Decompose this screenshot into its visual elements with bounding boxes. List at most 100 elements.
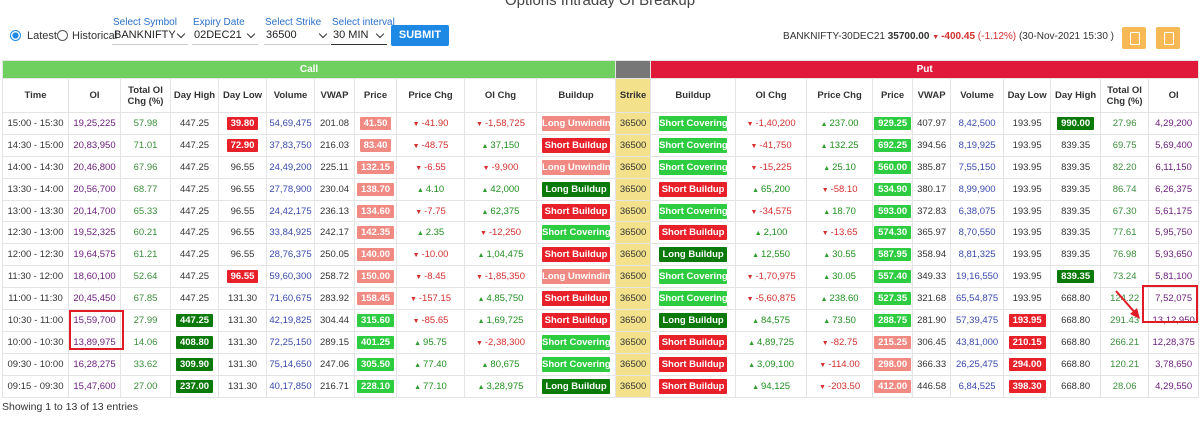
cell-text: 36500: [619, 336, 647, 348]
cell-text: 19,25,225: [73, 117, 116, 129]
badge: 447.25: [175, 313, 214, 327]
badge: Long Unwinding: [542, 115, 616, 131]
table-cell: 7,52,075: [1148, 287, 1200, 311]
table-cell: 216.71: [314, 374, 355, 398]
cell-text: 27.00: [133, 380, 158, 392]
badge: Short Covering: [542, 356, 611, 372]
table-cell: 398.30: [1003, 374, 1052, 398]
table-cell: 77.61: [1100, 221, 1150, 245]
table-cell: -1,40,200: [735, 112, 808, 135]
table-cell: -82.75: [806, 330, 874, 354]
table-cell: -10.00: [396, 243, 465, 267]
cell-text: -12,250: [480, 227, 521, 238]
radio-latest[interactable]: [10, 30, 21, 41]
table-cell: 20,14,700: [68, 199, 121, 223]
cell-text: 6,26,375: [1155, 183, 1193, 195]
cell-text: 71,60,675: [269, 293, 312, 305]
table-cell: 36500: [615, 199, 652, 223]
cell-text: -85.65: [413, 315, 449, 326]
table-cell: -5,60,875: [735, 287, 808, 311]
cell-text: 839.35: [1061, 183, 1091, 195]
table-cell: 131.30: [218, 374, 267, 398]
cell-text: 26,25,475: [955, 358, 999, 370]
badge: 412.00: [874, 379, 912, 393]
cell-text: 5,95,750: [1155, 227, 1193, 239]
table-cell: 86.74: [1100, 177, 1150, 201]
table-cell: -13.65: [806, 221, 874, 245]
badge: 309.90: [175, 357, 214, 371]
select[interactable]: 02DEC21: [192, 27, 258, 45]
cell-text: 839.35: [1061, 139, 1091, 151]
cell-text: 216.03: [319, 139, 350, 151]
cell-text: 668.80: [1061, 314, 1091, 326]
badge: Short Buildup: [542, 137, 611, 153]
select[interactable]: 36500: [264, 27, 330, 45]
table-cell: Short Covering: [650, 112, 737, 135]
cell-text: 216.71: [319, 380, 350, 392]
table-row: 11:30 - 12:00 18,60,100 52.64 447.25 96.55 59…: [2, 265, 1200, 289]
table-cell: 5,61,175: [1148, 199, 1200, 223]
select[interactable]: 30 MIN: [331, 27, 387, 45]
table-cell: 8,42,500: [950, 112, 1005, 135]
badge: 557.40: [874, 270, 912, 284]
table-cell: 3,78,650: [1148, 352, 1200, 376]
badge: Short Covering: [659, 137, 728, 153]
cell-text: 446.58: [917, 380, 947, 392]
table-cell: Short Buildup: [650, 352, 737, 376]
cell-text: 36500: [619, 139, 647, 151]
table-cell: 62,375: [464, 199, 537, 223]
table-cell: 69.75: [1100, 133, 1150, 157]
badge: 138.70: [356, 182, 395, 196]
timestamp: (30-Nov-2021 15:30 ): [1018, 31, 1114, 42]
badge: Short Buildup: [542, 203, 611, 219]
badge: 398.30: [1008, 379, 1046, 393]
cell-text: 5,93,650: [1155, 249, 1193, 261]
table-cell: 5,69,400: [1148, 133, 1200, 157]
table-cell: 30.55: [806, 243, 874, 267]
column-header: Time: [2, 78, 69, 113]
cell-text: 13,12,950: [1152, 314, 1195, 326]
cell-text: 75,14,650: [269, 358, 312, 370]
table-cell: Short Buildup: [650, 221, 737, 245]
radio-historical[interactable]: [57, 30, 68, 41]
table-cell: 4,29,200: [1148, 112, 1200, 135]
table-cell: 33.62: [120, 352, 171, 376]
cell-text: 291.43: [1110, 314, 1140, 326]
cell-text: 193.95: [1012, 293, 1042, 305]
table-cell: 5,95,750: [1148, 221, 1200, 245]
export-button[interactable]: [1122, 27, 1146, 49]
cell-text: 54,69,475: [269, 117, 312, 129]
export-button[interactable]: [1156, 27, 1180, 49]
table-cell: 96.55: [218, 243, 267, 267]
table-cell: 238.60: [806, 287, 874, 311]
table-cell: -6.55: [396, 155, 465, 179]
table-info: Showing 1 to 13 of 13 entries: [2, 401, 139, 413]
table-cell: 13:30 - 14:00: [2, 177, 69, 201]
table-cell: 281.90: [912, 309, 952, 332]
table-cell: 28,76,375: [266, 243, 315, 267]
cell-text: 447.25: [179, 271, 210, 283]
cell-text: 5,81,100: [1155, 271, 1193, 283]
cell-text: 447.25: [179, 161, 210, 173]
table-cell: 193.95: [1003, 221, 1052, 245]
radio-label: Historical: [72, 30, 118, 42]
table-cell: 380.17: [912, 177, 952, 201]
cell-text: 124.22: [1110, 293, 1140, 305]
cell-text: 20,83,950: [73, 139, 116, 151]
table-cell: 36500: [615, 374, 652, 398]
cell-text: 193.95: [1012, 117, 1042, 129]
column-header: Total OI Chg (%): [1100, 78, 1150, 113]
badge: Short Covering: [659, 203, 728, 219]
badge: 408.80: [175, 335, 214, 349]
table-cell: -2,38,300: [464, 330, 537, 354]
cell-text: 30.55: [823, 249, 856, 260]
cell-text: 668.80: [1061, 336, 1091, 348]
badge: Long Buildup: [542, 378, 611, 394]
select[interactable]: BANKNIFTY: [112, 27, 188, 45]
table-cell: 83.40: [354, 133, 397, 157]
badge: Short Covering: [659, 291, 728, 307]
badge: 839.35: [1057, 270, 1095, 284]
table-cell: 36500: [615, 243, 652, 267]
submit-button[interactable]: SUBMIT: [391, 25, 449, 46]
table-cell: 306.45: [912, 330, 952, 354]
